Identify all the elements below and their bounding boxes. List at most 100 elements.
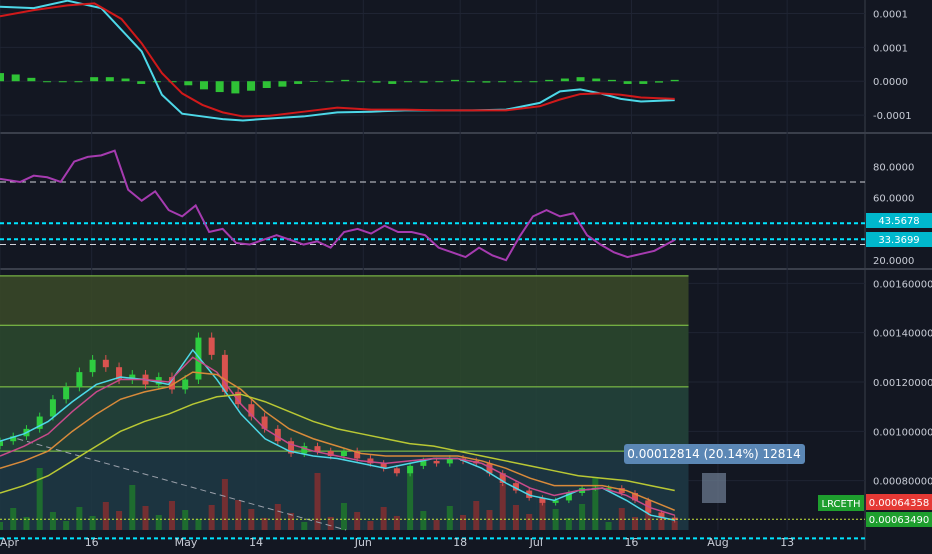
volume-bar [486, 510, 493, 530]
volume-bar [565, 518, 572, 530]
macd-histogram-bar [247, 81, 256, 91]
volume-bar [195, 519, 202, 530]
candle-body [380, 463, 387, 469]
rsi-line [0, 149, 676, 262]
rsi-tick-label: 60.0000 [873, 194, 914, 205]
volume-bar [407, 467, 414, 530]
macd-histogram-bar [184, 81, 193, 86]
second-price-tag: 0.00063490 [866, 512, 932, 527]
candle-body [407, 465, 414, 474]
svg-text:0.00063490: 0.00063490 [869, 515, 929, 526]
volume-bar [367, 521, 374, 530]
candle-body [552, 500, 559, 503]
rsi-level-tag-lower: 33.3699 [866, 232, 932, 247]
macd-histogram-bar [560, 78, 569, 82]
macd-histogram-bar [278, 81, 287, 87]
x-tick-label: Apr [0, 536, 20, 549]
price-tick-label: 0.00140000 [873, 329, 932, 340]
candle-body [301, 446, 308, 454]
volume-bar [76, 507, 83, 530]
macd-line [0, 0, 675, 122]
candle-body [36, 416, 43, 429]
volume-bar [314, 473, 321, 530]
macd-histogram-bar [58, 81, 67, 83]
candle-body [314, 446, 321, 452]
macd-histogram-bar [670, 79, 679, 82]
axes: 0.0001 0.0001 0.0000 -0.0001 80.0000 60.0000 2… [0, 10, 932, 549]
volume-bar [645, 503, 652, 530]
signal-line [0, 2, 675, 118]
volume-bar [129, 485, 136, 530]
volume-bar [526, 514, 533, 530]
volume-bar [221, 479, 228, 530]
candle-body [433, 460, 440, 464]
fib-zone [0, 325, 689, 387]
volume-bar [89, 516, 96, 530]
volume-bar [354, 512, 361, 530]
macd-histogram-bar [545, 79, 554, 82]
macd-histogram-bar [403, 81, 412, 83]
candle-body [420, 460, 427, 466]
candle-body [499, 473, 506, 484]
volume-bar [116, 511, 123, 530]
volume-bar [579, 504, 586, 530]
volume-bar [168, 501, 175, 530]
volume-bar [248, 509, 255, 530]
trend-line [17, 438, 347, 531]
macd-histogram-bar [43, 81, 52, 83]
candle-body [393, 468, 400, 474]
candle-body [274, 428, 281, 442]
macd-histogram-bar [168, 81, 177, 83]
candle-body [10, 436, 17, 442]
macd-histogram-bar [356, 81, 365, 83]
volume-bar [605, 522, 612, 530]
candle-body [565, 493, 572, 501]
price-tag: 0.00064358 [866, 494, 932, 510]
candle-body [618, 488, 625, 493]
candle-body [261, 416, 268, 429]
price-tick-label: 0.00120000 [873, 378, 932, 389]
macd-tick-label: -0.0001 [873, 111, 912, 122]
candle-body [195, 337, 202, 380]
volume-bar [446, 506, 453, 530]
volume-bar [473, 501, 480, 530]
volume-bar [23, 517, 30, 530]
macd-histogram-bar [592, 78, 601, 82]
macd-histogram-bar [11, 74, 20, 82]
volume-bar [102, 502, 109, 530]
macd-histogram-bar [623, 81, 632, 84]
macd-histogram-bar [639, 81, 648, 84]
x-tick-label: Jun [354, 536, 372, 549]
volume-bar [63, 521, 70, 530]
volume-bar [539, 500, 546, 530]
volume-bar [182, 510, 189, 530]
x-tick-label: 14 [249, 536, 263, 549]
candle-body [288, 441, 295, 454]
macd-histogram-bar [372, 81, 381, 83]
macd-histogram-bar [137, 81, 146, 84]
volume-bar [433, 520, 440, 530]
candle-body [129, 374, 136, 380]
volume-bar [208, 505, 215, 530]
macd-histogram-bar [121, 78, 130, 82]
volume-bar [261, 518, 268, 530]
rsi-panel [0, 149, 865, 262]
measure-tooltip: 0.00012814 (20.14%) 12814 [624, 444, 805, 464]
macd-histogram-bar [435, 81, 444, 83]
macd-histogram-bar [90, 77, 99, 82]
volume-bar [658, 512, 665, 530]
macd-panel [0, 0, 679, 122]
svg-text:33.3699: 33.3699 [878, 235, 919, 246]
macd-histogram-bar [74, 81, 83, 83]
tooltip-text: 0.00012814 (20.14%) 12814 [627, 447, 800, 461]
volume-bar [142, 506, 149, 530]
candle-body [208, 337, 215, 355]
candle-body [486, 463, 493, 474]
symbol-tag: LRCETH [818, 495, 864, 511]
candle-body [221, 354, 228, 392]
candle-body [248, 404, 255, 417]
volume-bar [499, 484, 506, 530]
fib-zone [0, 386, 689, 452]
candle-body [539, 497, 546, 503]
